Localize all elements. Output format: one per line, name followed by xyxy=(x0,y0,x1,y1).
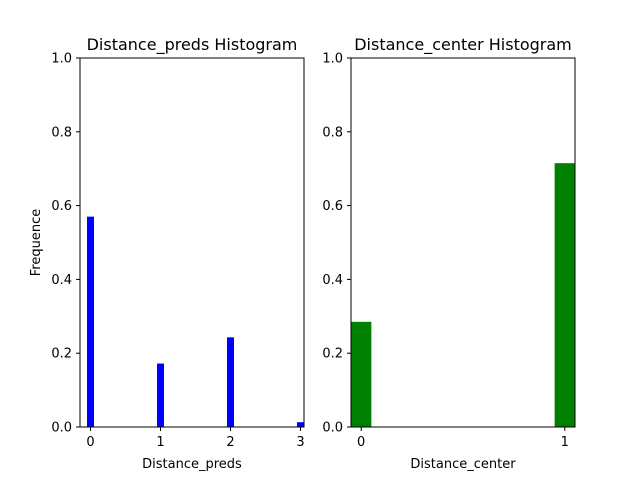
chart-right-x-label: Distance_center xyxy=(410,457,516,472)
chart-right-x-tick-label: 1 xyxy=(561,435,569,450)
chart-left-x-tick-label: 0 xyxy=(86,435,94,450)
chart-right-bars xyxy=(351,163,575,428)
chart-left-x-tick-label: 2 xyxy=(226,435,234,450)
chart-right-y-tick-label: 0.8 xyxy=(322,125,343,140)
chart-left-y-tick-label: 0.8 xyxy=(51,125,72,140)
chart-right-bar xyxy=(351,321,372,427)
chart-left-x-tick-label: 3 xyxy=(296,435,304,450)
chart-left-bar xyxy=(227,337,234,427)
chart-left-x-label: Distance_preds xyxy=(142,457,242,472)
chart-left-title: Distance_preds Histogram xyxy=(87,35,298,55)
chart-right-y-tick-label: 0.6 xyxy=(322,199,343,214)
chart-left-y-tick-label: 0.4 xyxy=(51,273,72,288)
chart-right-frame xyxy=(350,57,576,428)
chart-left-frame xyxy=(79,57,305,428)
chart-left-y-label: Frequence xyxy=(29,209,44,276)
chart-right-bar xyxy=(554,163,575,428)
chart-left-y-tick-label: 0.6 xyxy=(51,199,72,214)
chart-right-y-tick-label: 0.4 xyxy=(322,273,343,288)
chart-left-bar xyxy=(87,216,94,427)
chart-left-bars xyxy=(87,216,304,427)
chart-left-x-tick-label: 1 xyxy=(156,435,164,450)
chart-left-x-ticks: 0 1 2 3 xyxy=(86,427,305,450)
chart-left-y-tick-label: 1.0 xyxy=(51,52,72,67)
chart-left: Distance_preds Histogram 0.0 0.2 0.4 0.6 0.8… xyxy=(29,35,305,472)
chart-right-title: Distance_center Histogram xyxy=(354,35,572,55)
chart-right-y-ticks: 0.0 0.2 0.4 0.6 0.8 1.0 xyxy=(322,52,351,436)
chart-right-y-tick-label: 0.0 xyxy=(322,421,343,436)
chart-left-bar xyxy=(157,363,164,427)
chart-right-y-tick-label: 1.0 xyxy=(322,52,343,67)
chart-left-bar xyxy=(297,422,304,427)
chart-right: Distance_center Histogram 0.00.20.40.60.… xyxy=(322,35,576,472)
chart-left-y-tick-label: 0.2 xyxy=(51,347,72,362)
chart-left-y-tick-label: 0.0 xyxy=(51,421,72,436)
chart-left-y-ticks: 0.0 0.2 0.4 0.6 0.8 1.0 xyxy=(51,52,80,436)
chart-right-x-tick-label: 0 xyxy=(357,435,365,450)
chart-right-y-tick-label: 0.2 xyxy=(322,347,343,362)
